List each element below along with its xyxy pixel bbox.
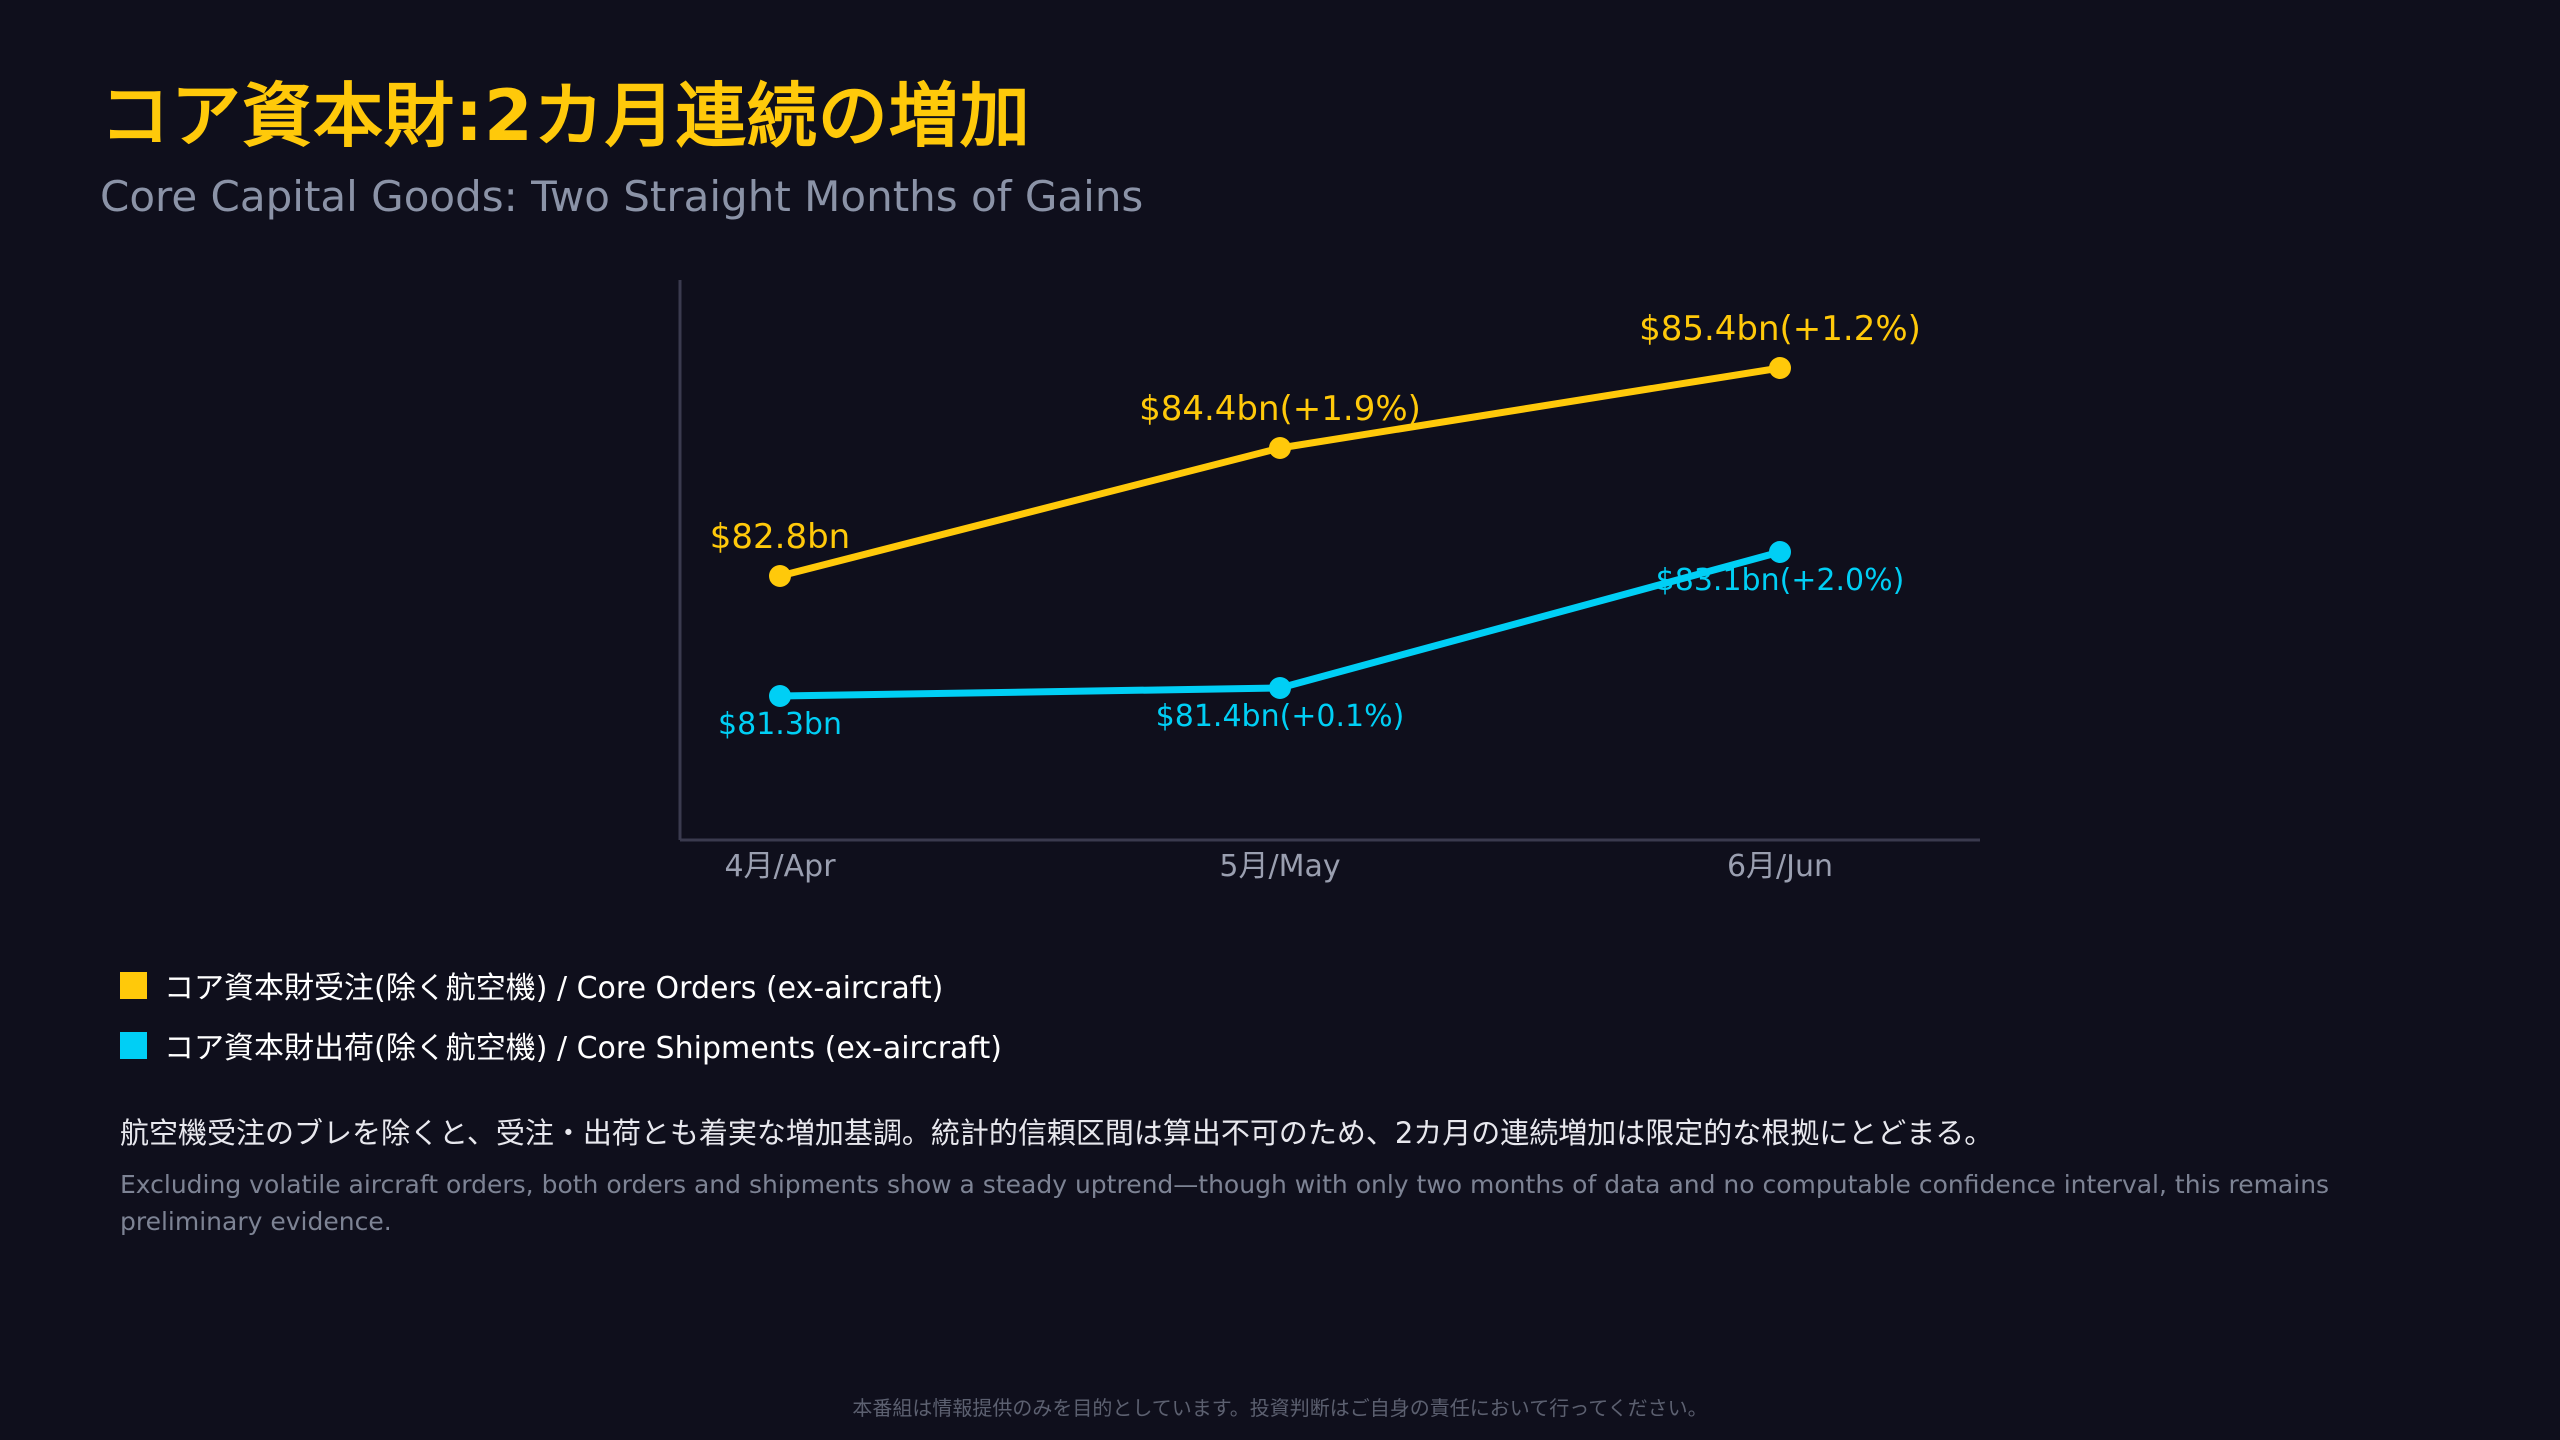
legend-swatch-orders — [120, 971, 147, 999]
data-point-orders — [1269, 437, 1291, 459]
data-point-orders — [769, 565, 791, 587]
series-line-shipments — [776, 548, 1784, 700]
data-label-shipments: $83.1bn(+2.0%) — [1656, 563, 1905, 598]
legend-item-shipments: コア資本財出荷(除く航空機) / Core Shipments (ex-airc… — [120, 1025, 1002, 1066]
data-label-shipments: $81.4bn(+0.1%) — [1156, 699, 1405, 734]
chart-legend: コア資本財受注(除く航空機) / Core Orders (ex-aircraf… — [120, 965, 1002, 1085]
commentary-english: Excluding volatile aircraft orders, both… — [120, 1170, 2330, 1236]
legend-label-shipments: コア資本財出荷(除く航空機) / Core Shipments (ex-airc… — [164, 1031, 1002, 1066]
x-tick-label: 6月/Jun — [1727, 849, 1833, 884]
data-point-shipments — [1769, 541, 1791, 563]
data-point-orders — [1769, 357, 1791, 379]
data-label-orders: $85.4bn(+1.2%) — [1639, 309, 1921, 349]
data-label-orders: $84.4bn(+1.9%) — [1139, 389, 1421, 429]
data-point-shipments — [769, 685, 791, 707]
legend-item-orders: コア資本財受注(除く航空機) / Core Orders (ex-aircraf… — [120, 965, 1002, 1006]
legend-label-orders: コア資本財受注(除く航空機) / Core Orders (ex-aircraf… — [164, 971, 944, 1006]
legend-swatch-shipments — [120, 1031, 147, 1059]
data-label-shipments: $81.3bn — [718, 707, 842, 742]
page-title: コア資本財:2カ月連続の増加 — [100, 75, 1031, 157]
x-tick-label: 5月/May — [1219, 849, 1340, 884]
commentary-japanese: 航空機受注のブレを除くと、受注・出荷とも着実な増加基調。統計的信頼区間は算出不可… — [120, 1116, 1994, 1150]
disclaimer: 本番組は情報提供のみを目的としています。投資判断はご自身の責任において行ってくだ… — [852, 1396, 1708, 1420]
data-point-shipments — [1269, 677, 1291, 699]
page-subtitle: Core Capital Goods: Two Straight Months … — [100, 172, 1144, 221]
x-tick-label: 4月/Apr — [724, 849, 836, 884]
line-chart: $82.8bn $84.4bn(+1.9%) $85.4bn(+1.2%) $81.3… — [678, 280, 1980, 884]
data-label-orders: $82.8bn — [710, 517, 850, 557]
